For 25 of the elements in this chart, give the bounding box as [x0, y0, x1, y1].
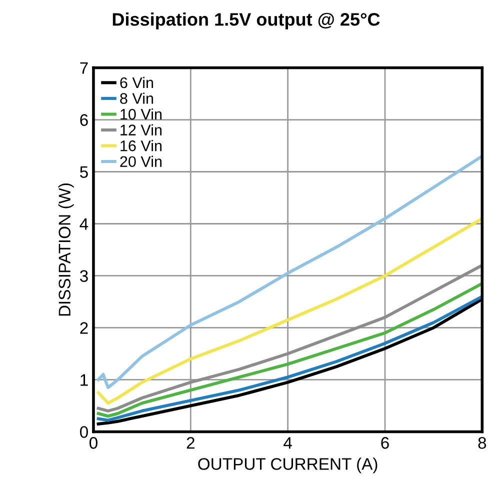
chart-title: Dissipation 1.5V output @ 25°C — [112, 12, 380, 30]
line-series — [96, 217, 482, 405]
y-tick-label: 4 — [80, 218, 88, 230]
legend-label: 10 Vin — [120, 108, 162, 120]
y-tick-label: 1 — [80, 374, 88, 386]
x-axis-title: OUTPUT CURRENT (A) — [198, 458, 378, 474]
y-tick-label: 7 — [80, 62, 88, 74]
x-tick-label: 4 — [284, 437, 292, 449]
y-axis-title: DISSIPATION (W) — [58, 183, 74, 316]
x-tick-label: 0 — [89, 437, 98, 449]
y-tick-label: 3 — [80, 270, 88, 282]
line-series — [96, 264, 482, 412]
legend-label: 8 Vin — [120, 92, 154, 104]
x-tick-label: 2 — [186, 437, 194, 449]
y-tick-label: 0 — [80, 426, 88, 438]
legend-label: 6 Vin — [120, 76, 154, 88]
x-tick-label: 6 — [381, 437, 389, 449]
y-tick-label: 5 — [80, 166, 88, 178]
y-tick-label: 2 — [80, 322, 88, 334]
line-series — [96, 154, 482, 390]
legend-label: 16 Vin — [120, 140, 162, 152]
y-tick-label: 6 — [80, 114, 88, 126]
legend-label: 20 Vin — [120, 156, 162, 168]
legend-label: 12 Vin — [120, 124, 162, 136]
x-tick-label: 8 — [478, 437, 486, 449]
